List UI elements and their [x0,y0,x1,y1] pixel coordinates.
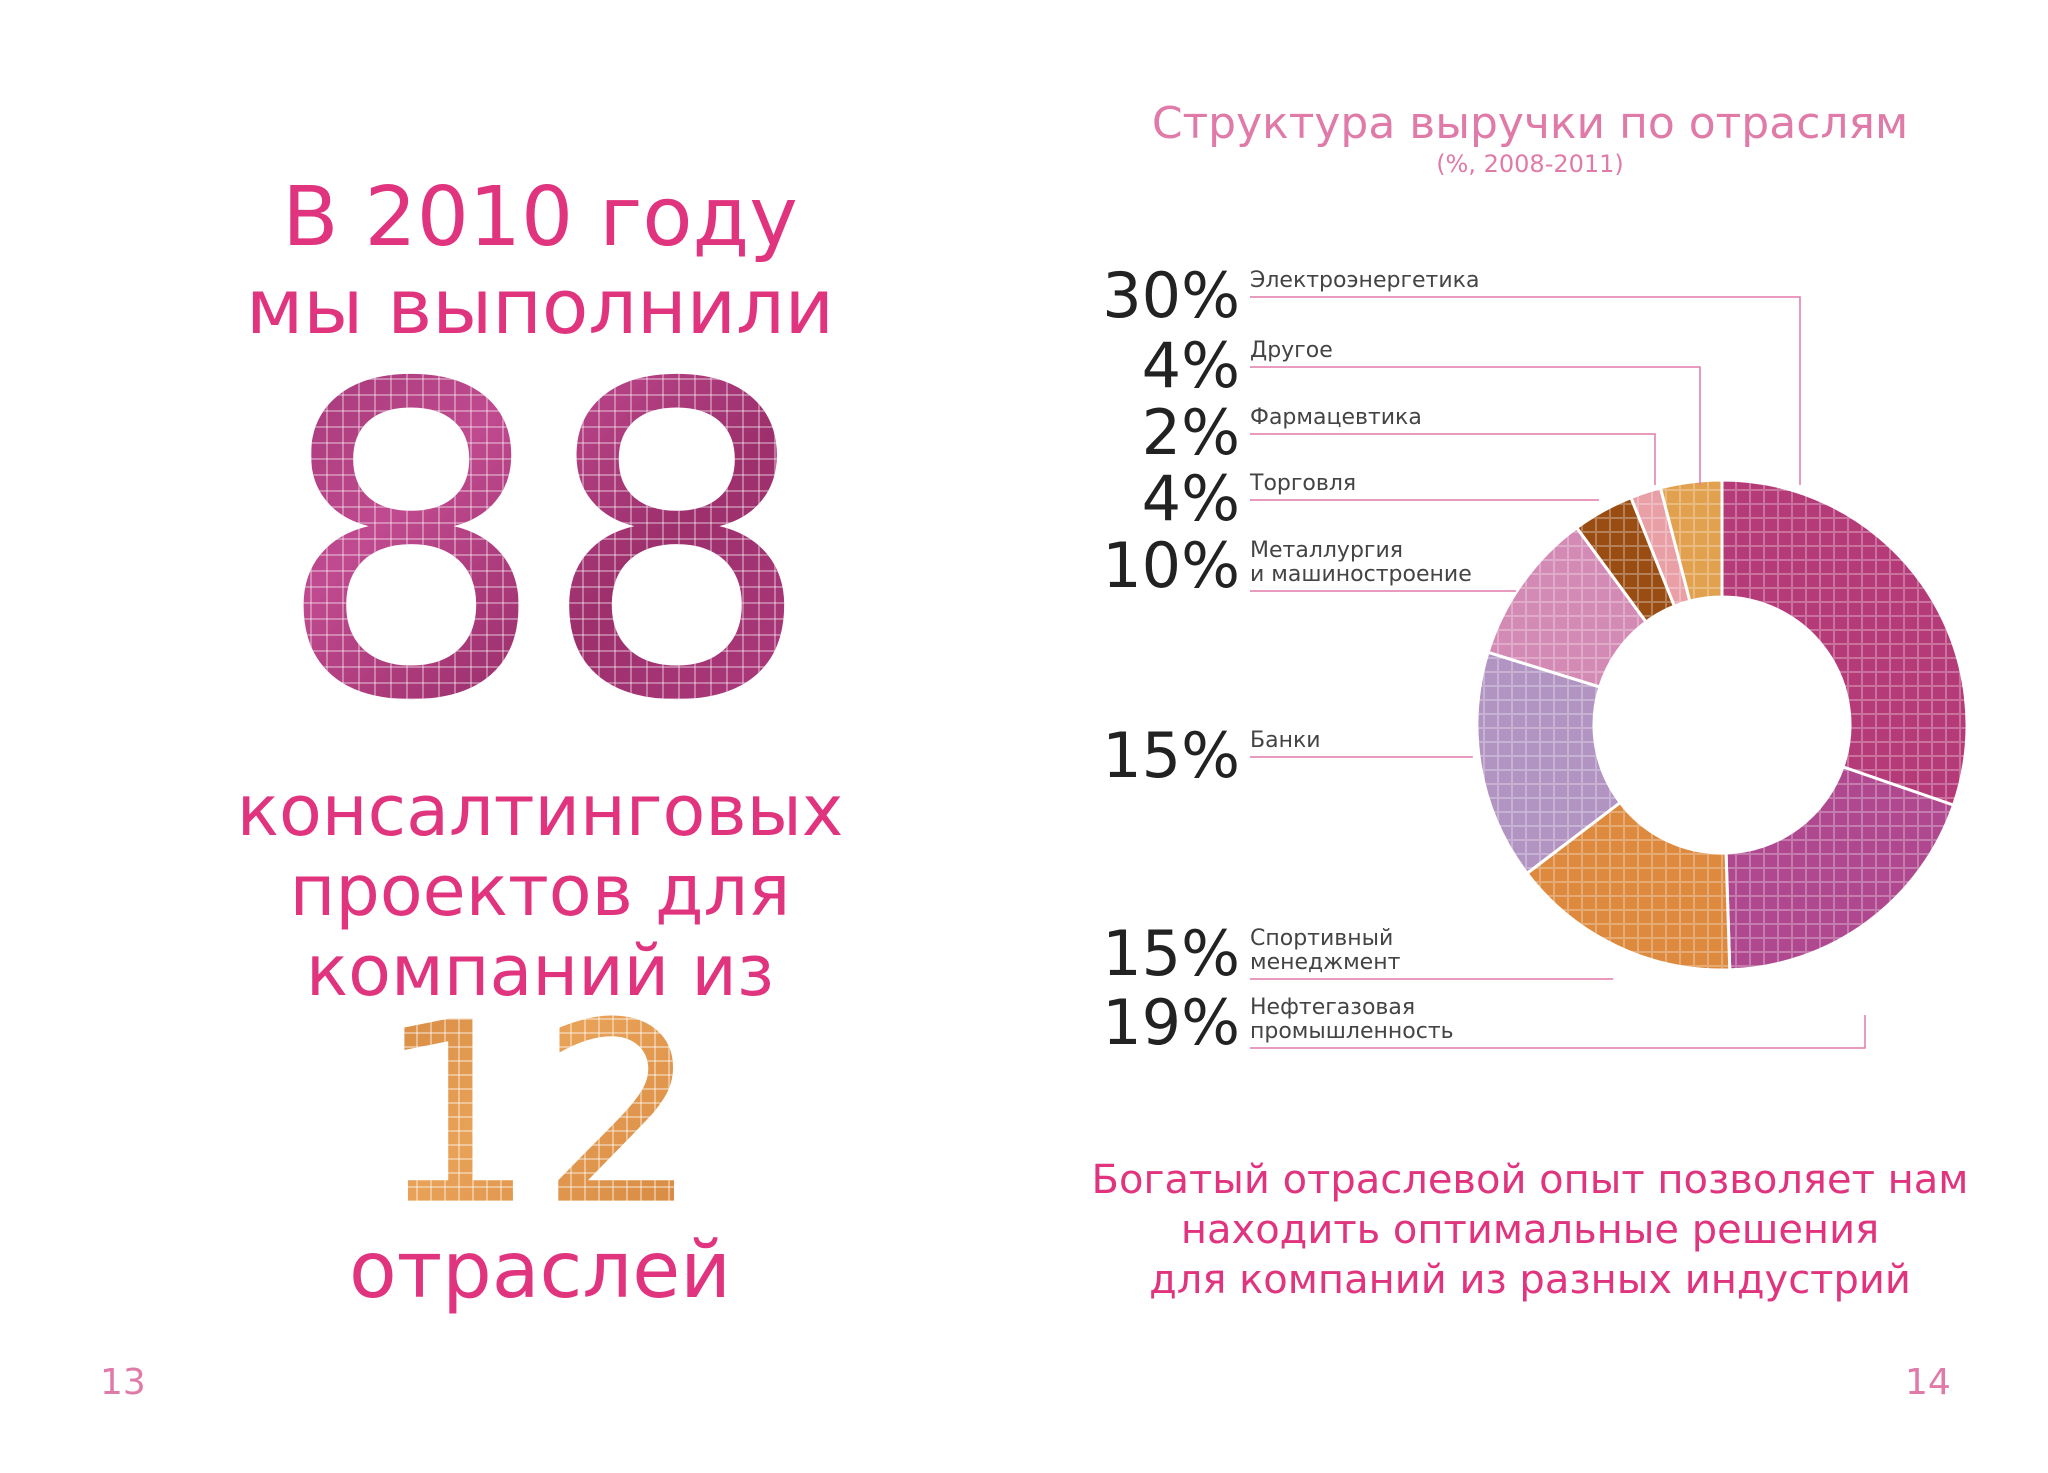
page-number-left: 13 [100,1362,146,1403]
category-label-electro: Электроэнергетика [1250,268,1479,293]
leader-line-oilgas [1250,1015,1866,1049]
value-label-trade: 4% [1142,462,1240,535]
category-label-oilgas: промышленность [1250,1019,1454,1044]
category-label-trade: Торговля [1249,471,1356,496]
category-label-metal: Металлургия [1250,538,1403,563]
big-number-industries: 12 [150,990,930,1240]
value-label-metal: 10% [1102,529,1240,602]
donut-slice-banks [1475,650,1623,876]
value-label-oilgas: 19% [1102,986,1240,1059]
chart-title: Структура выручки по отраслям [1151,98,1909,149]
value-label-sport: 15% [1102,917,1240,990]
donut-slice-oilgas [1724,764,1956,972]
headline-line-1: В 2010 году [282,170,798,265]
category-label-banks: Банки [1250,728,1321,753]
headline-line-4: консалтинговых [236,770,844,852]
donut-slice-electro [1720,478,1969,808]
category-label-sport: менеджмент [1250,950,1401,975]
bottom-text-line-3: для компаний из разных индустрий [1149,1257,1911,1303]
leader-line-pharma [1250,433,1656,485]
leader-line-other [1250,366,1701,485]
value-label-banks: 15% [1102,719,1240,792]
page-number-right: 14 [1905,1362,1951,1403]
value-label-pharma: 2% [1142,396,1240,469]
donut-slice-sport [1524,800,1732,972]
category-label-pharma: Фармацевтика [1250,405,1422,430]
donut-slice-other [1658,478,1724,603]
category-label-oilgas: Нефтегазовая [1250,995,1415,1020]
category-label-metal: и машиностроение [1250,562,1472,587]
headline-line-8: отраслей [349,1226,731,1316]
leader-line-electro [1250,296,1801,485]
bottom-text-line-1: Богатый отраслевой опыт позволяет нам [1091,1157,1969,1203]
value-label-electro: 30% [1102,259,1240,332]
value-label-other: 4% [1142,329,1240,402]
category-label-other: Другое [1250,338,1333,363]
headline-line-5: проектов для [289,850,791,932]
big-number-projects: 88 [150,330,930,760]
category-label-sport: Спортивный [1250,926,1393,951]
bottom-text-line-2: находить оптимальные решения [1180,1207,1880,1253]
chart-subtitle: (%, 2008-2011) [1436,150,1624,178]
